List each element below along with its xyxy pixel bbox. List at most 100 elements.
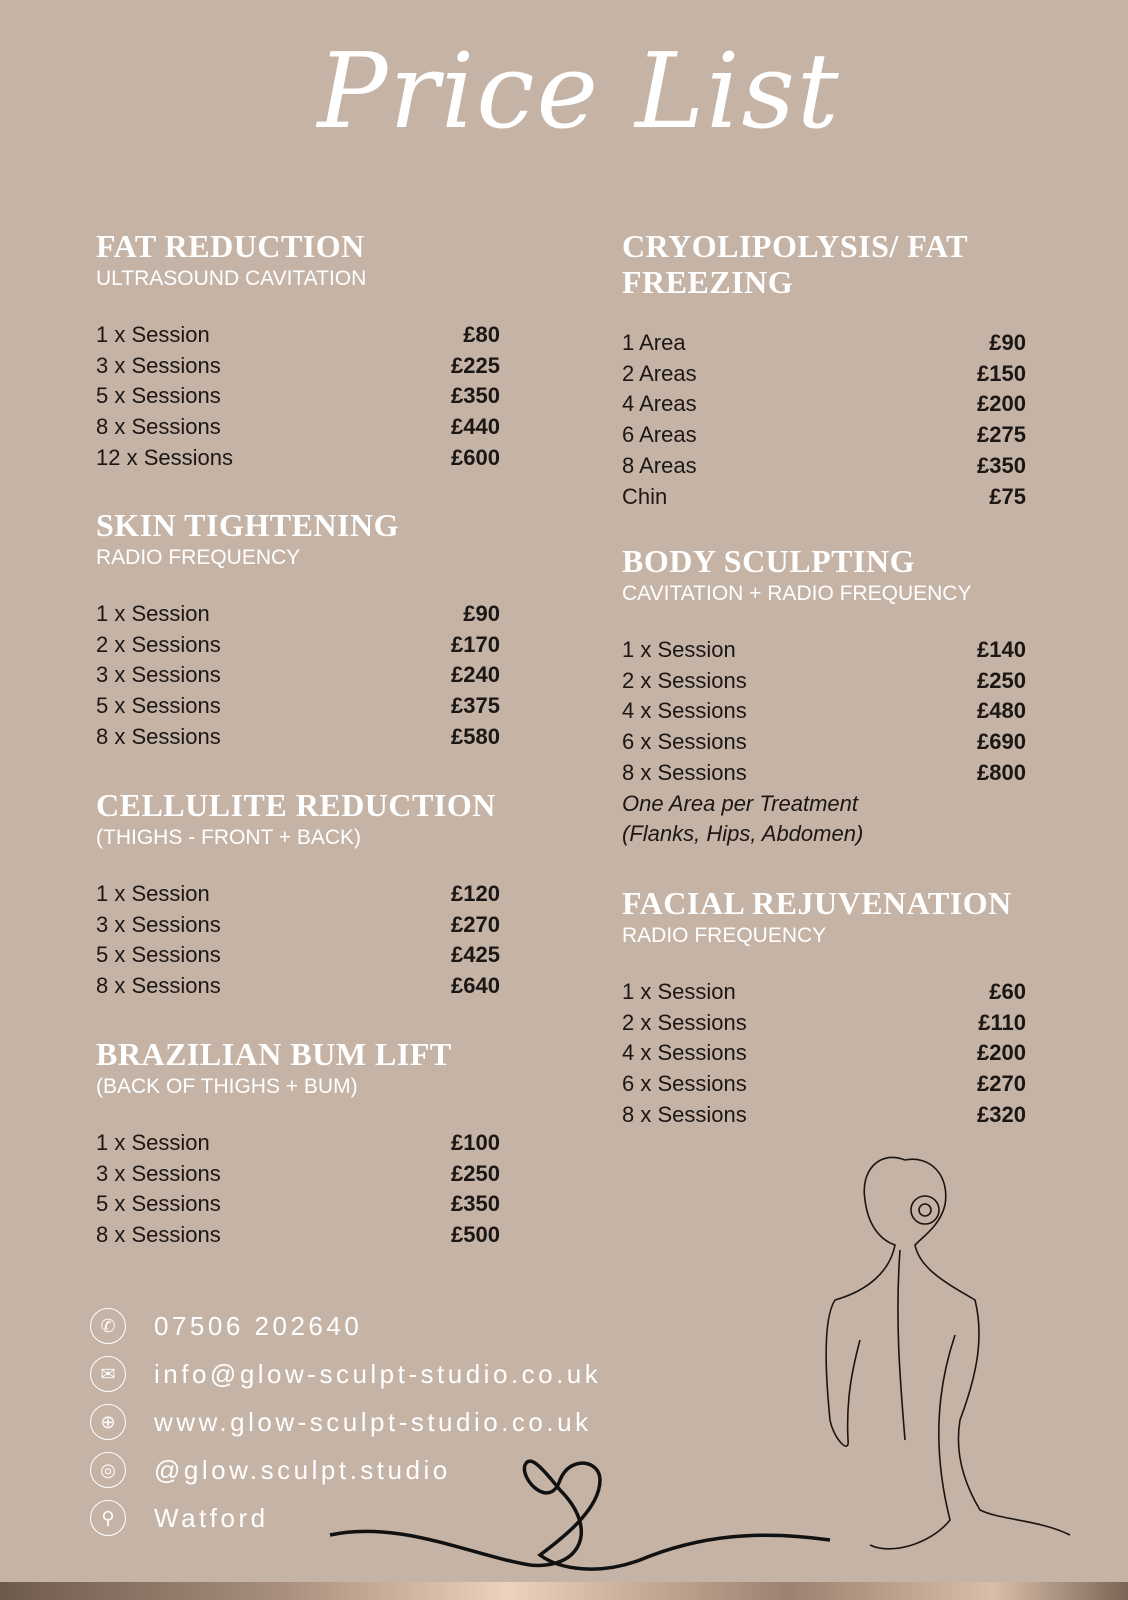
section-note: One Area per Treatment: [622, 790, 858, 816]
decorative-gradient-bar: [0, 1582, 1128, 1600]
item-label: 6 x Sessions: [622, 1071, 747, 1097]
item-price: £250: [451, 1160, 500, 1186]
item-price: £690: [977, 729, 1026, 755]
item-price: £110: [978, 1009, 1026, 1035]
price-list: 1 x Session £90 2 x Sessions £170 3 x Sessio…: [96, 599, 500, 753]
section-title: FAT REDUCTION: [96, 228, 365, 264]
mail-icon: ✉: [90, 1356, 126, 1392]
item-label: 4 Areas: [622, 391, 697, 417]
contact-instagram[interactable]: ◎ @glow.sculpt.studio: [90, 1446, 601, 1494]
item-price: £320: [977, 1101, 1026, 1127]
price-row: 4 Areas £200: [622, 389, 1026, 420]
price-row: 6 x Sessions £270: [622, 1069, 1026, 1100]
contact-globe[interactable]: ⊕ www.glow-sculpt-studio.co.uk: [90, 1398, 601, 1446]
item-label: 8 x Sessions: [96, 973, 221, 999]
item-label: 8 Areas: [622, 452, 697, 478]
price-row: 4 x Sessions £480: [622, 696, 1026, 727]
item-label: 2 x Sessions: [622, 667, 747, 693]
item-price: £100: [451, 1130, 500, 1155]
price-row: 8 x Sessions £640: [96, 971, 500, 1002]
item-label: 12 x Sessions: [96, 444, 233, 470]
item-label: 8 x Sessions: [96, 723, 221, 749]
price-row: 8 x Sessions £800: [622, 758, 1026, 789]
item-price: £200: [977, 391, 1026, 417]
price-row: 8 x Sessions £500: [96, 1220, 500, 1251]
price-row: 2 Areas £150: [622, 359, 1026, 390]
item-price: £140: [977, 637, 1026, 662]
contact-text[interactable]: @glow.sculpt.studio: [154, 1454, 451, 1485]
item-price: £350: [977, 452, 1026, 478]
item-label: 1 x Session: [96, 322, 210, 347]
item-price: £250: [977, 667, 1026, 693]
item-label: 3 x Sessions: [96, 662, 221, 688]
price-list: 1 x Session £60 2 x Sessions £110 4 x Sessio…: [622, 977, 1026, 1131]
price-row: 1 x Session £140: [622, 635, 1026, 666]
item-price: £120: [451, 881, 500, 906]
item-label: 2 x Sessions: [96, 631, 221, 657]
item-price: £500: [451, 1222, 500, 1248]
item-label: 5 x Sessions: [96, 1191, 221, 1217]
section-title: CELLULITE REDUCTION: [96, 787, 496, 823]
item-price: £170: [451, 631, 500, 657]
item-price: £225: [451, 352, 500, 378]
item-label: 1 x Session: [622, 637, 736, 662]
contact-text[interactable]: info@glow-sculpt-studio.co.uk: [154, 1358, 602, 1389]
item-label: 5 x Sessions: [96, 693, 221, 719]
item-price: £800: [977, 759, 1026, 785]
price-row: 5 x Sessions £425: [96, 940, 500, 971]
section-body-sculpting: BODY SCULPTING CAVITATION + RADIO FREQUEN…: [622, 543, 1026, 850]
item-label: 8 x Sessions: [96, 1222, 221, 1248]
price-row: 8 x Sessions £580: [96, 722, 500, 753]
section-subtitle: ULTRASOUND CAVITATION: [96, 267, 367, 290]
contact-text[interactable]: www.glow-sculpt-studio.co.uk: [154, 1406, 592, 1437]
price-row: 6 Areas £275: [622, 420, 1026, 451]
price-row: 5 x Sessions £375: [96, 691, 500, 722]
price-list: 1 x Session £120 3 x Sessions £270 5 x Sessi…: [96, 879, 500, 1002]
section-title: BODY SCULPTING: [622, 543, 915, 579]
price-list: 1 x Session £100 3 x Sessions £250 5 x Sessi…: [96, 1128, 500, 1251]
price-row: 3 x Sessions £225: [96, 351, 500, 382]
section-skin-tightening: SKIN TIGHTENING RADIO FREQUENCY 1 x Sessio…: [96, 507, 500, 753]
contact-mail[interactable]: ✉ info@glow-sculpt-studio.co.uk: [90, 1350, 601, 1398]
section-fat-reduction: FAT REDUCTION ULTRASOUND CAVITATION 1 x Se…: [96, 228, 500, 474]
item-label: 2 x Sessions: [622, 1009, 747, 1035]
price-row: 3 x Sessions £240: [96, 660, 500, 691]
item-price: £240: [451, 662, 500, 688]
price-row: 3 x Sessions £270: [96, 910, 500, 941]
item-label: 8 x Sessions: [96, 414, 221, 440]
section-subtitle: (BACK OF THIGHS + BUM): [96, 1075, 358, 1098]
price-row: 5 x Sessions £350: [96, 1189, 500, 1220]
contact-text[interactable]: Watford: [154, 1502, 269, 1533]
phone-icon: ✆: [90, 1308, 126, 1344]
price-row: 8 x Sessions £320: [622, 1100, 1026, 1131]
item-price: £480: [977, 698, 1026, 724]
item-price: £350: [451, 383, 500, 409]
section-subtitle: RADIO FREQUENCY: [96, 546, 301, 569]
item-label: 4 x Sessions: [622, 698, 747, 724]
contact-phone[interactable]: ✆ 07506 202640: [90, 1302, 601, 1350]
item-price: £60: [989, 979, 1026, 1004]
location-pin-icon: ⚲: [90, 1500, 126, 1536]
globe-icon: ⊕: [90, 1404, 126, 1440]
item-label: 1 Area: [622, 330, 686, 355]
section-brazilian-bum-lift: BRAZILIAN BUM LIFT (BACK OF THIGHS + BUM)…: [96, 1036, 500, 1251]
item-label: 4 x Sessions: [622, 1040, 747, 1066]
price-row: 1 x Session £60: [622, 977, 1026, 1008]
item-label: 1 x Session: [96, 1130, 210, 1155]
item-price: £150: [977, 360, 1026, 386]
item-price: £270: [451, 911, 500, 937]
item-label: Chin: [622, 483, 668, 509]
item-label: 6 x Sessions: [622, 729, 747, 755]
item-price: £640: [451, 973, 500, 999]
price-list: 1 x Session £80 3 x Sessions £225 5 x Sessio…: [96, 320, 500, 474]
price-row: 1 x Session £120: [96, 879, 500, 910]
contact-location-pin[interactable]: ⚲ Watford: [90, 1494, 601, 1542]
item-label: 5 x Sessions: [96, 942, 221, 968]
price-row: 8 x Sessions £440: [96, 412, 500, 443]
item-label: 2 Areas: [622, 360, 697, 386]
contact-text[interactable]: 07506 202640: [154, 1310, 363, 1341]
item-label: 8 x Sessions: [622, 759, 747, 785]
item-price: £75: [989, 483, 1026, 509]
price-row: 1 x Session £80: [96, 320, 500, 351]
item-price: £350: [451, 1191, 500, 1217]
